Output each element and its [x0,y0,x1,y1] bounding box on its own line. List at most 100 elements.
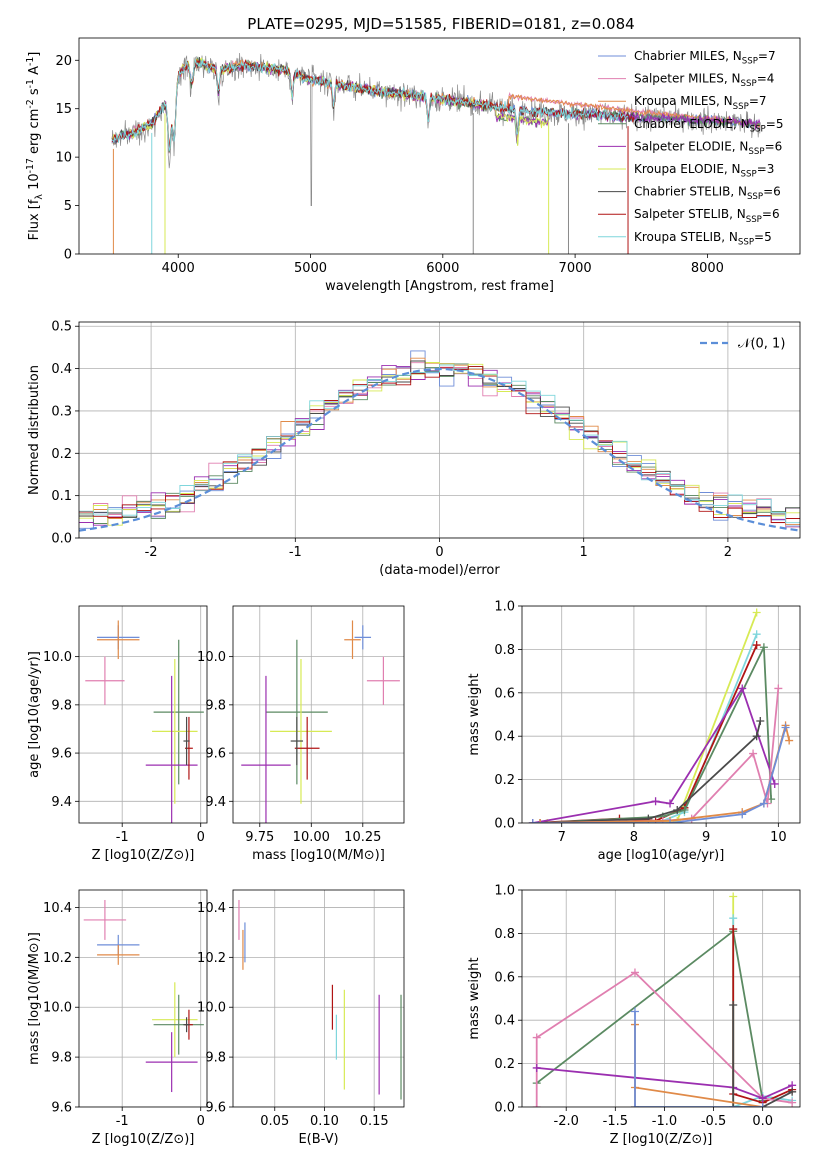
legend-label-text: Kroupa STELIB, NSSP=5 [634,230,772,248]
label-part: =4 [757,72,775,86]
y-tick-label: 0.2 [494,1057,515,1072]
weight-marker [788,1087,797,1096]
label-part: Flux [f [27,199,42,240]
axes-frame [232,889,405,1108]
y-tick-label: 9.4 [51,795,72,810]
errorbar-point-chabrier_elodie [153,639,204,785]
x-tick-label: 10.25 [344,830,381,845]
label-part: mass weight [467,957,482,1039]
label-part: =6 [765,139,783,153]
y-tick-label: 0.2 [494,773,515,788]
label-part: age [log10(age/yr)] [27,651,42,778]
weight-marker [752,732,761,741]
legend-label: 𝒩(0, 1) [738,337,785,352]
y-tick-label: 20 [55,54,72,69]
label-part: =7 [749,94,767,108]
y-tick-label: 1.0 [494,600,515,615]
axes-frame [78,605,208,824]
weight-line-kroupa_stelib [532,633,758,823]
errorbar-point-salpeter_miles [85,656,125,705]
y-tick-label: 0 [64,248,72,263]
y-tick-label: 0.0 [494,817,515,832]
label-part: -1 [25,57,36,66]
weight-marker [630,968,639,977]
label-part: =5 [754,230,772,244]
label-part: SSP [741,79,757,89]
panel-age_vs_mass: 9.75 10.00 10.25 9.4 9.6 9.8 10.0 mass [log10(M… [197,605,405,863]
label-part: Chabrier ELODIE, N [634,117,750,131]
weight-marker [532,1103,541,1107]
weight-marker [738,810,747,819]
label-part: Chabrier STELIB, N [634,185,747,199]
y-tick-label: 1.0 [494,884,515,899]
weight-marker [749,749,758,758]
x-tick-label: -1 [289,545,302,560]
errorbar-point-kroupa_miles [97,620,140,660]
label-part: SSP [741,170,757,180]
y-tick-label: 10 [55,151,72,166]
y-tick-label: 10.0 [197,1001,226,1016]
normal-curve [79,367,800,532]
weight-marker [729,1001,738,1010]
y-tick-label: 0.4 [494,1014,515,1029]
errorbar-point-salpeter_elodie [145,1032,198,1093]
legend-label-text: Kroupa MILES, NSSP=7 [634,94,767,112]
x-axis-label: Z [log10(Z/Z⊙)] [92,848,195,863]
weight-marker [532,1033,541,1042]
plot-area [522,890,800,1107]
x-tick-label: 2 [724,545,732,560]
axes-frame [521,889,801,1108]
weight-marker [729,925,738,934]
y-tick-label: 0.6 [494,686,515,701]
errorbar-point-kroupa_miles [97,944,140,965]
plot-area [233,606,404,823]
y-tick-label: 10.0 [43,650,72,665]
legend-label-text: Salpeter STELIB, NSSP=6 [634,207,780,225]
label-part: -17 [25,158,36,173]
x-tick-label: 9.75 [245,830,274,845]
x-axis-label: Z [log10(Z/Z⊙)] [610,1132,713,1147]
y-tick-label: 9.4 [205,795,226,810]
x-tick-label: 0.05 [260,1114,289,1129]
y-axis-label: mass weight [467,673,482,755]
y-tick-label: 15 [55,102,72,117]
y-tick-label: 10.0 [197,650,226,665]
weight-line-salpeter_miles [540,688,780,823]
x-tick-label: 9 [702,830,710,845]
y-axis-label: age [log10(age/yr)] [27,651,42,778]
x-tick-label: 0.10 [310,1114,339,1129]
label-part: Salpeter ELODIE, N [634,139,748,153]
errorbar-point-kroupa_elodie [152,659,198,804]
weight-marker [528,819,537,823]
label-part: age [log10(age/yr)] [598,848,725,863]
axes-frame [521,605,801,824]
label-part: SSP [738,237,754,247]
x-tick-label: 5000 [294,261,327,276]
x-tick-label: 8000 [691,261,724,276]
y-tick-label: 9.6 [205,1101,226,1116]
x-tick-label: 10.00 [293,830,330,845]
label-part: 10 [27,173,42,194]
label-part: s [27,88,42,99]
y-tick-label: 10.4 [43,901,72,916]
plot-area [233,890,404,1107]
label-part: E(B-V) [298,1132,338,1147]
panel-age_vs_Z: -1 0 9.4 9.6 9.8 10.0 Z [log10(Z/Z⊙)] age [log1… [27,605,208,863]
x-tick-label: -1.0 [652,1114,677,1129]
y-tick-label: 0.0 [494,1101,515,1116]
x-axis-label: age [log10(age/yr)] [598,848,725,863]
weight-line-chabrier_miles [532,727,787,823]
x-tick-label: -1 [116,830,129,845]
weight-marker [729,914,738,923]
label-part: Kroupa MILES, N [634,94,733,108]
y-tick-label: 0.0 [51,532,72,547]
x-axis-label: mass [log10(M/M⊙)] [252,848,385,863]
errorbar-point-kroupa_miles [344,620,361,660]
label-part: λ [34,194,45,200]
model-spectrum-salpeter_stelib [112,58,635,151]
label-part: Chabrier MILES, N [634,49,742,63]
label-part: ] [27,52,42,57]
label-part: Z [log10(Z/Z⊙)] [92,1132,195,1147]
y-tick-label: 0.3 [51,404,72,419]
